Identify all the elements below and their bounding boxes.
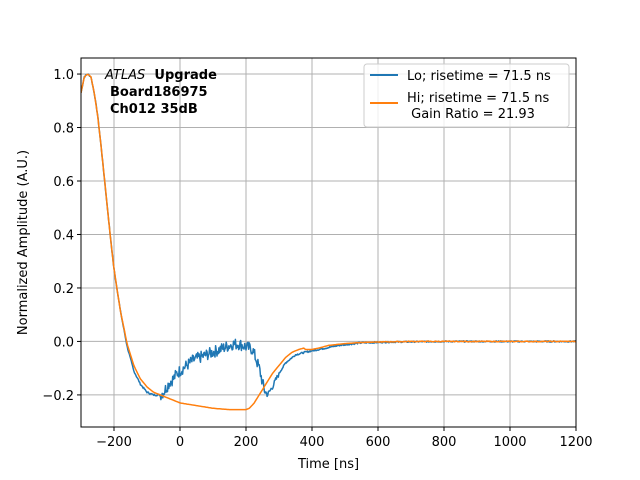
series-line-hi bbox=[81, 73, 576, 411]
plot-frame bbox=[80, 57, 577, 428]
x-tick-label: 1200 bbox=[559, 435, 592, 450]
legend-label-lo: Lo; risetime = 71.5 ns bbox=[407, 69, 551, 84]
y-tick-label: 0.2 bbox=[53, 282, 74, 297]
x-axis-label: Time [ns] bbox=[297, 457, 359, 472]
x-tick-label: 600 bbox=[366, 435, 391, 450]
series-layer bbox=[81, 73, 576, 411]
annotation-channel: Ch012 35dB bbox=[110, 102, 198, 117]
x-tick-label: 0 bbox=[176, 435, 184, 450]
y-axis-label: Normalized Amplitude (A.U.) bbox=[16, 150, 31, 335]
y-tick-label: 0.4 bbox=[53, 228, 74, 243]
annotation-atlas: ATLAS bbox=[104, 68, 145, 83]
x-tick-label: 1000 bbox=[493, 435, 526, 450]
ticks: −200 0 200 400 600 800 1000 1200 −0.2 0.0 0.2 0.4 0.… bbox=[42, 68, 592, 450]
atlas-annotation: ATLAS Upgrade Board186975 Ch012 35dB bbox=[104, 68, 217, 117]
legend-label-hi-line: Gain Ratio = 21.93 bbox=[407, 107, 535, 122]
y-tick-label: 0.0 bbox=[53, 335, 74, 350]
y-tick-label: 1.0 bbox=[53, 68, 74, 83]
y-tick-label: 0.6 bbox=[53, 175, 74, 190]
y-tick-label: −0.2 bbox=[42, 389, 74, 404]
x-tick-label: 400 bbox=[300, 435, 325, 450]
annotation-board: Board186975 bbox=[110, 85, 208, 100]
legend-label-hi-line: Hi; risetime = 71.5 ns bbox=[407, 91, 549, 106]
y-tick-label: 0.8 bbox=[53, 122, 74, 137]
x-tick-label: −200 bbox=[96, 435, 132, 450]
legend: Lo; risetime = 71.5 ns Hi; risetime = 71… bbox=[363, 63, 570, 128]
x-tick-label: 800 bbox=[432, 435, 457, 450]
legend-frame bbox=[363, 63, 570, 128]
annotation-line1: ATLAS Upgrade bbox=[104, 68, 217, 83]
x-tick-label: 200 bbox=[234, 435, 259, 450]
legend-label-hi: Hi; risetime = 71.5 ns Gain Ratio = 21.9… bbox=[407, 91, 549, 122]
annotation-upgrade: Upgrade bbox=[154, 68, 217, 83]
